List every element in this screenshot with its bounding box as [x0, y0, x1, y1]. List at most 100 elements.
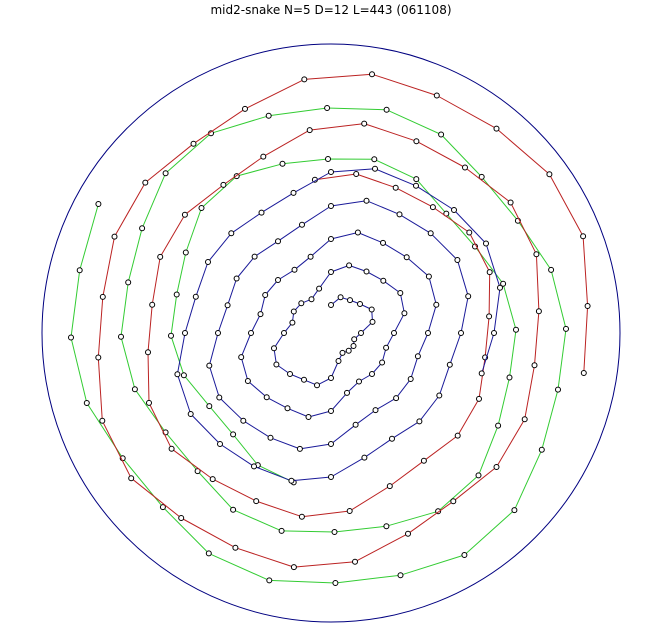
node-marker: [284, 405, 291, 412]
node-marker: [192, 293, 199, 300]
node-marker: [383, 523, 390, 530]
node-marker: [125, 279, 132, 286]
node-marker: [146, 399, 152, 406]
node-marker: [483, 240, 489, 247]
node-marker: [363, 268, 370, 275]
node-marker: [462, 164, 468, 171]
node-marker: [433, 92, 440, 99]
node-marker: [500, 280, 507, 287]
node-marker: [555, 386, 561, 393]
node-marker: [466, 229, 473, 236]
node-marker: [182, 249, 189, 256]
node-marker: [290, 189, 297, 196]
blue-chain: [174, 165, 503, 484]
node-marker: [157, 253, 164, 260]
node-marker: [358, 330, 364, 336]
node-marker: [396, 211, 403, 218]
node-marker: [506, 374, 513, 381]
node-marker: [182, 330, 188, 336]
node-marker: [301, 76, 308, 83]
node-marker: [260, 153, 267, 160]
node-marker: [244, 378, 251, 384]
node-marker: [232, 544, 239, 551]
node-marker: [563, 325, 569, 332]
plot-title: mid2-snake N=5 D=12 L=443 (061108): [210, 3, 452, 17]
node-marker: [299, 221, 305, 228]
node-marker: [287, 371, 293, 377]
node-marker: [413, 176, 420, 183]
node-marker: [324, 105, 331, 111]
node-marker: [372, 165, 378, 172]
node-marker: [383, 106, 390, 113]
node-marker: [162, 170, 169, 177]
node-marker: [465, 293, 472, 300]
node-marker: [178, 515, 185, 521]
boundary-circle: [41, 43, 621, 623]
node-marker: [407, 376, 414, 382]
node-marker: [350, 343, 357, 349]
node-marker: [436, 392, 443, 399]
node-marker: [215, 330, 221, 336]
node-marker: [356, 378, 362, 385]
node-marker: [281, 330, 287, 336]
node-marker: [416, 418, 423, 425]
node-marker: [216, 394, 223, 401]
node-marker: [425, 273, 432, 280]
node-marker: [414, 353, 421, 360]
node-marker: [379, 359, 386, 366]
node-marker: [478, 370, 485, 377]
node-marker: [180, 372, 187, 379]
node-marker: [346, 262, 353, 269]
node-marker: [298, 300, 305, 307]
node-marker: [242, 105, 248, 112]
node-marker: [251, 253, 258, 260]
node-marker: [339, 349, 346, 356]
node-marker: [328, 302, 334, 308]
node-marker: [328, 441, 334, 447]
green-chain: [68, 105, 569, 586]
node-marker: [233, 275, 240, 282]
node-marker: [429, 204, 436, 211]
node-marker: [352, 558, 358, 565]
node-marker: [521, 416, 528, 423]
node-marker: [405, 530, 411, 537]
node-marker: [296, 445, 303, 452]
node-marker: [486, 313, 493, 320]
node-marker: [391, 330, 397, 336]
node-marker: [369, 371, 375, 377]
node-marker: [307, 253, 314, 260]
node-marker: [369, 71, 375, 78]
node-marker: [174, 371, 181, 378]
node-marker: [99, 417, 106, 424]
node-marker: [328, 203, 334, 209]
node-marker: [266, 577, 273, 584]
node-marker: [217, 441, 223, 447]
node-marker: [380, 277, 387, 284]
node-marker: [76, 267, 83, 274]
node-marker: [228, 230, 235, 237]
node-marker: [425, 330, 431, 336]
node-marker: [168, 332, 174, 339]
node-marker: [361, 454, 368, 461]
node-marker: [331, 529, 338, 535]
node-marker: [393, 395, 400, 402]
node-marker: [187, 411, 194, 417]
node-marker: [209, 476, 216, 483]
node-marker: [497, 284, 503, 291]
node-marker: [149, 301, 156, 308]
node-marker: [548, 266, 555, 273]
node-marker: [298, 513, 305, 520]
node-marker: [361, 120, 368, 127]
node-marker: [347, 297, 353, 304]
node-marker: [535, 308, 542, 315]
node-marker: [328, 169, 334, 175]
node-marker: [346, 508, 353, 514]
node-marker: [314, 382, 320, 389]
node-marker: [538, 446, 545, 453]
node-marker: [305, 414, 312, 420]
node-marker: [513, 326, 519, 333]
node-marker: [328, 474, 334, 480]
node-marker: [275, 277, 281, 283]
node-marker: [248, 330, 254, 336]
